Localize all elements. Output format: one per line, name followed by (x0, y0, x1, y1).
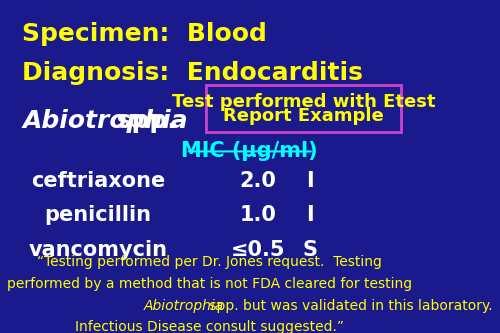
Text: penicillin: penicillin (44, 205, 152, 225)
Text: vancomycin: vancomycin (28, 240, 168, 260)
Text: Abiotrophia: Abiotrophia (144, 299, 224, 313)
Text: performed by a method that is not FDA cleared for testing: performed by a method that is not FDA cl… (7, 277, 412, 291)
Text: Diagnosis:  Endocarditis: Diagnosis: Endocarditis (22, 61, 363, 85)
Text: spp. but was validated in this laboratory.: spp. but was validated in this laborator… (205, 299, 492, 313)
Text: I: I (306, 205, 314, 225)
Text: 1.0: 1.0 (240, 205, 276, 225)
Text: ceftriaxone: ceftriaxone (31, 171, 165, 191)
Text: Abiotrophia: Abiotrophia (22, 110, 188, 134)
Text: “Testing performed per Dr. Jones request.  Testing: “Testing performed per Dr. Jones request… (38, 255, 382, 269)
Text: Specimen:  Blood: Specimen: Blood (22, 22, 267, 46)
Text: 2.0: 2.0 (240, 171, 276, 191)
Text: ≤0.5: ≤0.5 (230, 240, 285, 260)
Text: spp.: spp. (108, 110, 176, 134)
Text: I: I (306, 171, 314, 191)
Text: Report Example: Report Example (223, 107, 384, 125)
Text: S: S (302, 240, 317, 260)
Text: MIC (µg/ml): MIC (µg/ml) (182, 141, 318, 161)
Text: Test performed with Etest: Test performed with Etest (172, 93, 436, 111)
Text: Infectious Disease consult suggested.”: Infectious Disease consult suggested.” (76, 320, 344, 333)
FancyBboxPatch shape (206, 85, 402, 132)
